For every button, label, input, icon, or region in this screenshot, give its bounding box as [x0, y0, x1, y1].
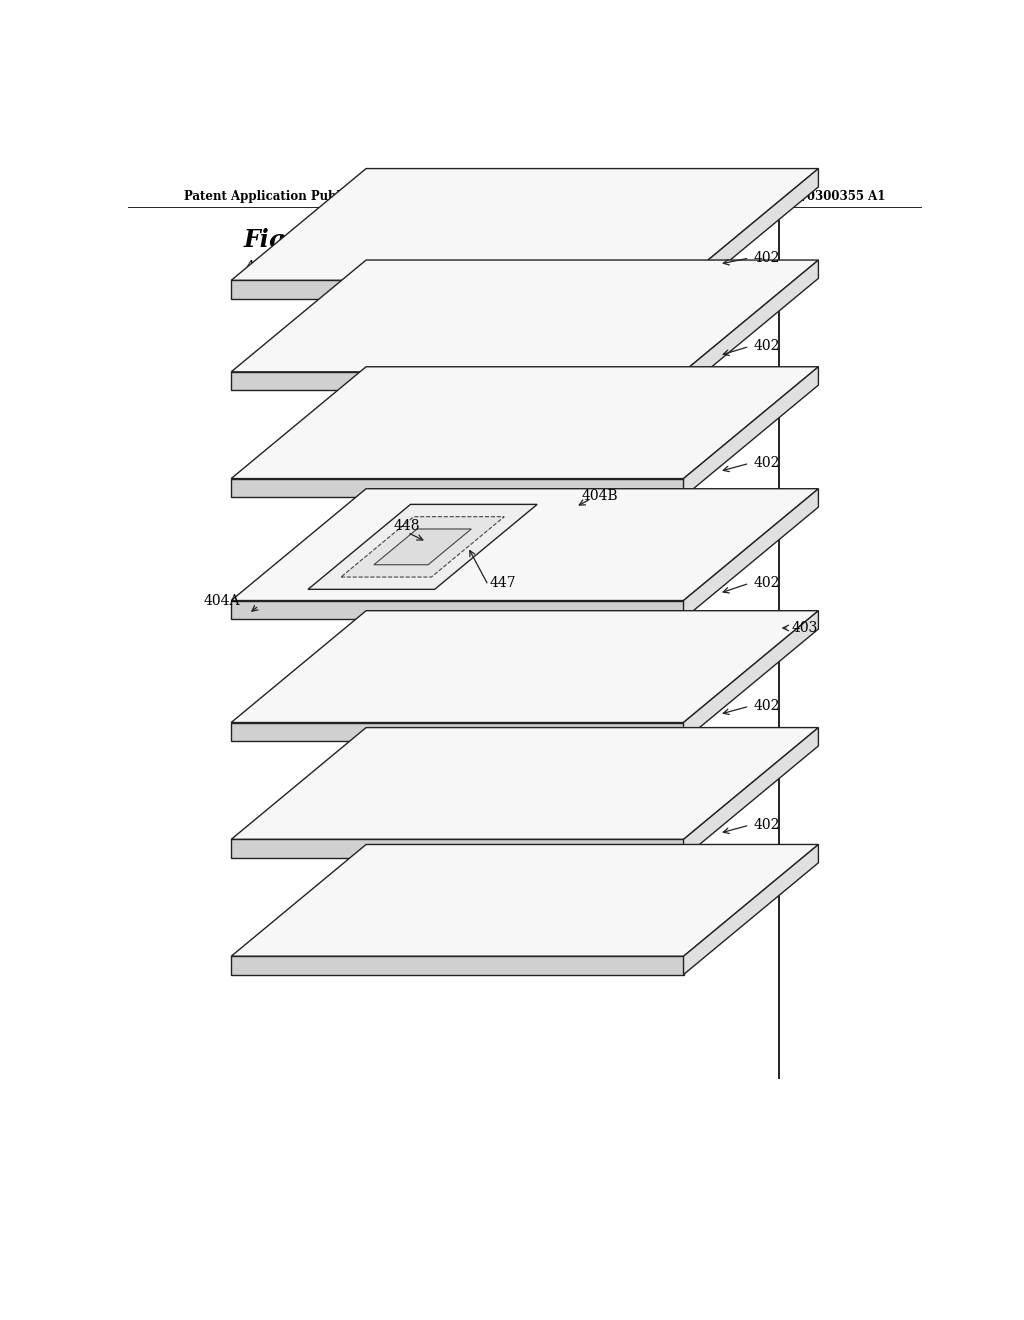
Text: 402: 402: [754, 339, 779, 354]
Text: 402: 402: [754, 818, 779, 832]
Polygon shape: [231, 280, 684, 298]
Text: 448: 448: [394, 519, 421, 533]
Text: Fig.27: Fig.27: [243, 228, 327, 252]
Polygon shape: [231, 260, 818, 372]
Polygon shape: [231, 722, 684, 741]
Polygon shape: [231, 845, 818, 956]
Polygon shape: [231, 169, 818, 280]
Polygon shape: [684, 169, 818, 298]
Polygon shape: [231, 727, 818, 840]
Polygon shape: [341, 516, 504, 577]
Polygon shape: [231, 488, 818, 601]
Text: 402: 402: [754, 700, 779, 713]
Polygon shape: [684, 611, 818, 741]
Text: 402: 402: [754, 251, 779, 265]
Polygon shape: [308, 504, 538, 589]
Polygon shape: [684, 488, 818, 619]
Text: US 2012/0300355 A1: US 2012/0300355 A1: [748, 190, 886, 202]
Polygon shape: [684, 845, 818, 974]
Text: 404A: 404A: [204, 594, 240, 607]
Text: Nov. 29, 2012  Sheet 27 of 46: Nov. 29, 2012 Sheet 27 of 46: [356, 190, 550, 202]
Polygon shape: [684, 727, 818, 858]
Text: Patent Application Publication: Patent Application Publication: [183, 190, 386, 202]
Polygon shape: [684, 260, 818, 391]
Text: 402: 402: [754, 577, 779, 590]
Polygon shape: [684, 367, 818, 496]
Polygon shape: [374, 529, 471, 565]
Polygon shape: [231, 367, 818, 479]
Text: 447: 447: [489, 577, 516, 590]
Polygon shape: [231, 479, 684, 496]
Text: 401b: 401b: [246, 260, 281, 275]
Text: 404B: 404B: [582, 488, 618, 503]
Polygon shape: [231, 611, 818, 722]
Polygon shape: [231, 601, 684, 619]
Text: 403: 403: [792, 620, 818, 635]
Polygon shape: [231, 956, 684, 974]
Polygon shape: [231, 840, 684, 858]
Polygon shape: [231, 372, 684, 391]
Text: 402: 402: [754, 457, 779, 470]
